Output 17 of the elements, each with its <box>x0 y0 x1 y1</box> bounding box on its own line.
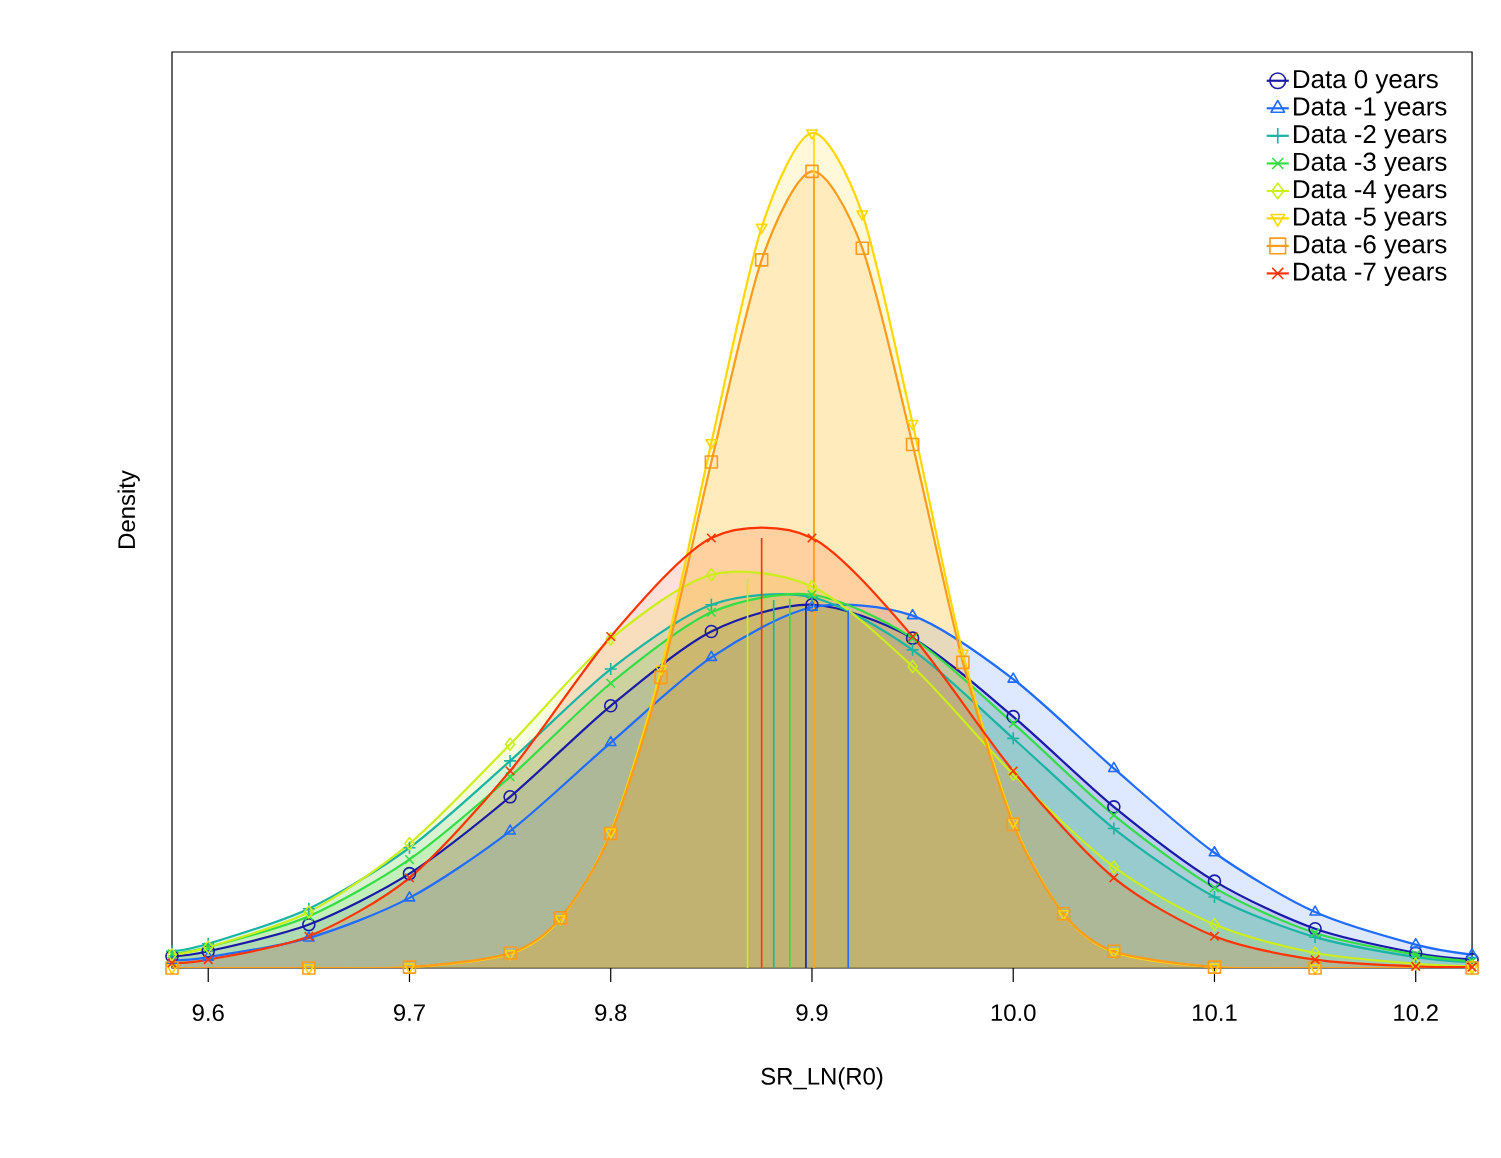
legend-label: Data -2 years <box>1294 124 1447 149</box>
legend-label: Data -1 years <box>1294 97 1447 121</box>
x-tick-label: 9.8 <box>595 1004 627 1022</box>
x-tick-label: 10.2 <box>1394 1004 1438 1022</box>
x-tick-label: 10.1 <box>1193 1004 1237 1022</box>
legend-label: Data -7 years <box>1294 262 1447 286</box>
x-axis-title: SR_LN(R0) <box>761 1067 883 1090</box>
legend-label: Data 0 years <box>1294 69 1438 94</box>
x-tick-label: 10.0 <box>991 1004 1036 1022</box>
x-tick-label: 9.9 <box>796 1004 828 1022</box>
legend-label: Data -5 years <box>1294 207 1447 231</box>
x-tick-label: 9.6 <box>192 1004 224 1022</box>
x-tick-label: 9.7 <box>393 1004 425 1022</box>
y-axis-title: Density <box>117 470 140 548</box>
legend-label: Data -4 years <box>1294 180 1447 204</box>
legend-label: Data -3 years <box>1294 152 1447 177</box>
legend-label: Data -6 years <box>1294 235 1447 259</box>
